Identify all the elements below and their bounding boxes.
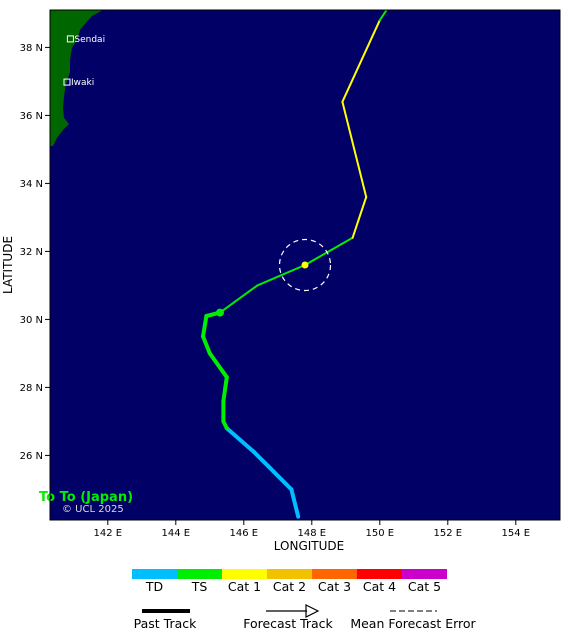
forecast-track-segment-4 <box>341 100 368 198</box>
past-track-label: Past Track <box>134 616 197 631</box>
legend-swatch-6 <box>402 569 447 579</box>
past-track-segment-6 <box>221 375 229 403</box>
x-axis-title: LONGITUDE <box>274 539 344 553</box>
y-tick-label-4: 34 N <box>20 179 43 190</box>
legend-swatch-2 <box>222 569 267 579</box>
past-track-segment-1 <box>265 463 294 492</box>
storm-name: To To (Japan) <box>39 490 133 505</box>
y-tick-label-3: 32 N <box>20 247 43 258</box>
legend-label-2: Cat 1 <box>228 579 261 594</box>
copyright: © UCL 2025 <box>62 504 124 515</box>
legend-label-0: TD <box>145 579 163 594</box>
x-tick-label-6: 154 E <box>502 528 531 539</box>
current-position-marker <box>216 308 224 317</box>
past-track-segment-2 <box>252 450 270 468</box>
past-track-segment-9 <box>201 314 209 339</box>
y-axis-title: LATITUDE <box>1 236 15 294</box>
city-label-1: Iwaki <box>71 78 94 88</box>
past-track-segment-0 <box>289 487 301 519</box>
forecast-track-segment-3 <box>351 196 368 239</box>
y-tick-label-2: 30 N <box>20 315 43 326</box>
legend-swatch-5 <box>357 569 402 579</box>
legend-swatch-4 <box>312 569 357 579</box>
forecast-error-circle <box>278 238 332 292</box>
forecast-position-marker <box>301 261 309 269</box>
forecast-track-label: Forecast Track <box>243 616 333 631</box>
forecast-track-segment-0 <box>219 284 259 314</box>
past-track-segment-3 <box>224 426 256 454</box>
forecast-arrow-icon <box>305 604 320 618</box>
legend-label-5: Cat 4 <box>363 579 396 594</box>
legend-label-6: Cat 5 <box>408 579 441 594</box>
y-tick-label-5: 36 N <box>20 111 43 122</box>
forecast-track-segment-6 <box>378 10 388 22</box>
x-tick-label-2: 146 E <box>230 528 259 539</box>
legend-swatch-3 <box>267 569 312 579</box>
error-label: Mean Forecast Error <box>350 616 476 631</box>
x-tick-label-3: 148 E <box>298 528 327 539</box>
city-marker-0 <box>66 35 74 43</box>
city-marker-1 <box>63 78 71 86</box>
city-label-0: Sendai <box>74 35 105 45</box>
x-tick-label-4: 150 E <box>366 528 395 539</box>
x-tick-label-1: 144 E <box>162 528 191 539</box>
past-track-segment-8 <box>201 334 212 356</box>
forecast-track-segment-5 <box>341 19 381 103</box>
track-layer <box>201 10 388 519</box>
category-legend: TD TS Cat 1 Cat 2 Cat 3 Cat 4 Cat 5 <box>132 569 447 594</box>
y-tick-label-0: 26 N <box>20 451 43 462</box>
japan-landmass <box>50 10 103 146</box>
plot-frame <box>49 9 561 521</box>
forecast-track-segment-1 <box>256 264 306 287</box>
y-axis: 26 N 28 N 30 N 32 N 34 N 36 N 38 N <box>20 43 50 462</box>
y-tick-label-6: 38 N <box>20 43 43 54</box>
forecast-track-segment-2 <box>304 236 354 266</box>
past-track-segment-7 <box>207 351 229 380</box>
legend-swatch-1 <box>177 569 222 579</box>
y-tick-label-1: 28 N <box>20 383 43 394</box>
x-tick-label-5: 152 E <box>434 528 463 539</box>
legend-label-1: TS <box>191 579 208 594</box>
city-layer: Sendai Iwaki <box>63 35 105 88</box>
x-tick-label-0: 142 E <box>94 528 123 539</box>
x-axis: 142 E 144 E 146 E 148 E 150 E 152 E 154 E <box>94 520 531 539</box>
track-style-legend: Past Track Forecast Track Mean Forecast … <box>134 604 477 631</box>
legend-swatch-0 <box>132 569 177 579</box>
legend-label-4: Cat 3 <box>318 579 351 594</box>
legend-label-3: Cat 2 <box>273 579 306 594</box>
